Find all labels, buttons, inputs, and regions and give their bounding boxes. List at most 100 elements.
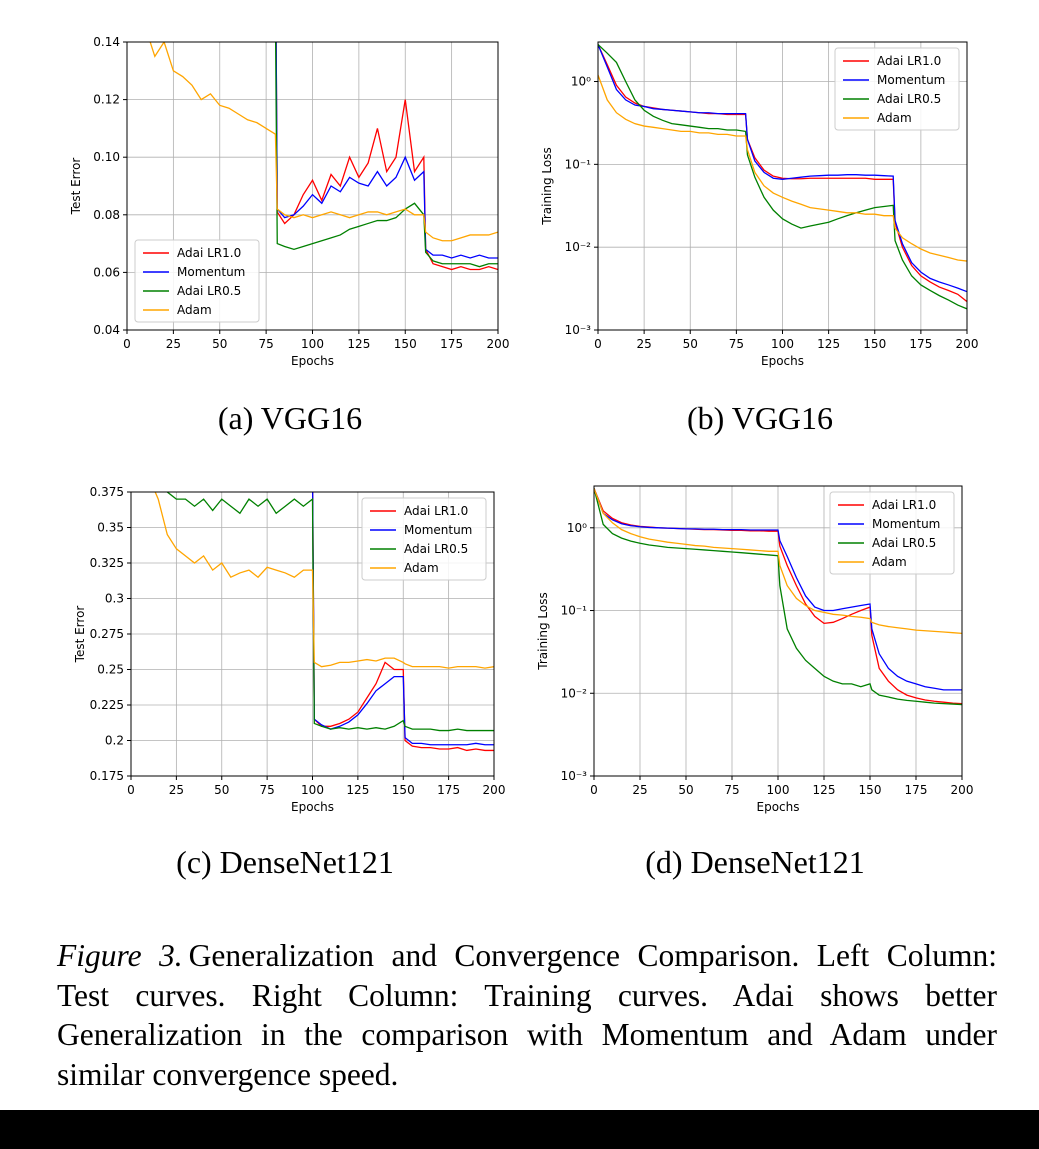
legend-label: Adam [404, 561, 439, 575]
y-tick-label: 0.10 [93, 150, 120, 164]
x-axis-label: Epochs [291, 800, 334, 814]
y-axis-label: Training Loss [536, 592, 550, 670]
x-tick-label: 175 [440, 337, 463, 351]
series-line [149, 42, 498, 242]
x-tick-label: 100 [767, 783, 790, 797]
x-tick-label: 0 [127, 783, 135, 797]
y-tick-label: 10⁰ [571, 75, 591, 89]
x-tick-label: 200 [951, 783, 974, 797]
y-tick-label: 0.375 [90, 485, 124, 499]
y-tick-label: 10⁰ [567, 521, 587, 535]
y-tick-label: 0.225 [90, 698, 124, 712]
plot-frame [130, 491, 495, 777]
y-tick-label: 10⁻¹ [561, 604, 588, 618]
x-tick-label: 150 [392, 783, 415, 797]
x-axis-label: Epochs [757, 800, 800, 814]
y-tick-label: 0.3 [105, 592, 124, 606]
x-tick-label: 125 [347, 337, 370, 351]
legend-box [829, 491, 955, 575]
x-tick-label: 125 [817, 337, 840, 351]
legend-label: Momentum [404, 523, 472, 537]
y-tick-label: 0.14 [93, 35, 120, 49]
x-tick-label: 50 [212, 337, 227, 351]
x-tick-label: 50 [683, 337, 698, 351]
legend-label: Adai LR0.5 [872, 536, 936, 550]
x-tick-label: 75 [259, 783, 274, 797]
legend-label: Adam [877, 111, 912, 125]
y-tick-label: 0.04 [93, 323, 120, 337]
y-tick-label: 0.08 [93, 208, 120, 222]
y-tick-label: 0.12 [93, 93, 120, 107]
y-tick-label: 0.35 [97, 521, 124, 535]
legend-label: Adam [177, 303, 212, 317]
x-tick-label: 75 [724, 783, 739, 797]
x-tick-label: 50 [678, 783, 693, 797]
series-line [598, 44, 967, 310]
plot-frame [126, 41, 499, 331]
legend-label: Momentum [177, 265, 245, 279]
series-line [594, 488, 962, 691]
y-tick-label: 0.325 [90, 556, 124, 570]
y-tick-label: 10⁻² [565, 240, 592, 254]
y-tick-label: 10⁻³ [561, 769, 588, 783]
x-tick-label: 150 [863, 337, 886, 351]
bottom-bar [0, 1110, 1039, 1149]
series-line [166, 492, 494, 732]
subcaption: (d) DenseNet121 [645, 844, 864, 880]
series-line [275, 42, 498, 271]
legend-box [134, 239, 260, 323]
x-tick-label: 25 [166, 337, 181, 351]
x-tick-label: 75 [729, 337, 744, 351]
x-tick-label: 0 [594, 337, 602, 351]
subcaption: (b) VGG16 [687, 400, 833, 436]
y-tick-label: 10⁻³ [565, 323, 592, 337]
legend-box [361, 497, 487, 581]
x-tick-label: 200 [956, 337, 979, 351]
x-tick-label: 125 [346, 783, 369, 797]
x-tick-label: 125 [813, 783, 836, 797]
x-tick-label: 175 [909, 337, 932, 351]
x-tick-label: 100 [301, 337, 324, 351]
legend-box [834, 47, 960, 131]
series-line [594, 488, 962, 634]
x-tick-label: 150 [394, 337, 417, 351]
subcaption: (a) VGG16 [218, 400, 362, 436]
series-line [275, 42, 498, 259]
x-tick-label: 100 [771, 337, 794, 351]
y-tick-label: 10⁻² [561, 686, 588, 700]
y-tick-label: 0.25 [97, 663, 124, 677]
legend-label: Adai LR0.5 [177, 284, 241, 298]
x-tick-label: 100 [301, 783, 324, 797]
legend-label: Adai LR1.0 [872, 498, 936, 512]
subcaption: (c) DenseNet121 [176, 844, 394, 880]
x-tick-label: 175 [437, 783, 460, 797]
y-axis-label: Test Error [69, 158, 83, 216]
legend-label: Adai LR1.0 [177, 246, 241, 260]
y-axis-label: Training Loss [540, 147, 554, 225]
legend-label: Adai LR1.0 [404, 504, 468, 518]
series-line [598, 74, 967, 262]
x-tick-label: 0 [590, 783, 598, 797]
legend-label: Momentum [872, 517, 940, 531]
legend-label: Momentum [877, 73, 945, 87]
y-tick-label: 10⁻¹ [565, 157, 592, 171]
x-tick-label: 50 [214, 783, 229, 797]
x-tick-label: 75 [258, 337, 273, 351]
x-tick-label: 150 [859, 783, 882, 797]
y-tick-label: 0.275 [90, 627, 124, 641]
y-tick-label: 0.175 [90, 769, 124, 783]
legend-label: Adam [872, 555, 907, 569]
x-tick-label: 25 [169, 783, 184, 797]
x-tick-label: 0 [123, 337, 131, 351]
caption-label: Figure 3. [57, 938, 183, 973]
legend-label: Adai LR0.5 [877, 92, 941, 106]
y-tick-label: 0.06 [93, 265, 120, 279]
x-axis-label: Epochs [761, 354, 804, 368]
series-line [598, 44, 967, 293]
y-tick-label: 0.2 [105, 734, 124, 748]
series-line [154, 492, 494, 669]
series-line [274, 42, 498, 268]
x-tick-label: 200 [487, 337, 510, 351]
figure: 0 25 50 75 100 125 150 175 200 0.04 0.06 0.08 0.10 0.… [69, 35, 979, 880]
